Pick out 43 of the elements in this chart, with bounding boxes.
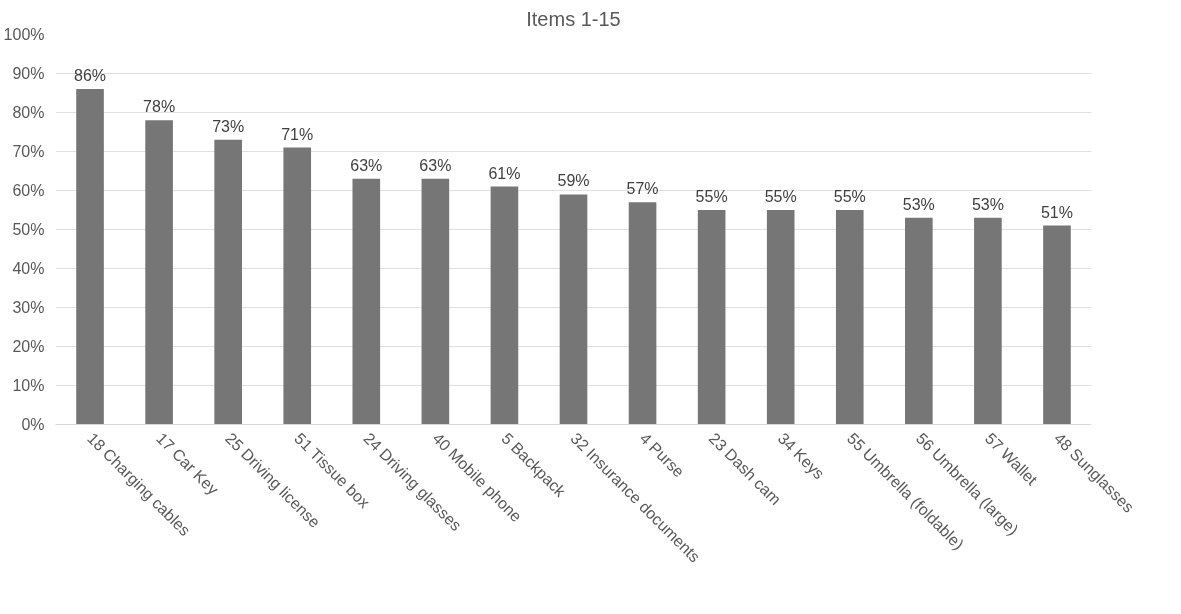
data-label: 55% [764, 188, 797, 205]
y-tick-label: 80% [12, 104, 45, 121]
data-label: 63% [350, 156, 383, 174]
data-label: 63% [419, 156, 452, 174]
data-label: 71% [281, 125, 314, 143]
y-tick-label: 30% [12, 299, 45, 316]
y-tick-label: 70% [12, 143, 45, 160]
data-label: 61% [488, 164, 521, 182]
bar [214, 139, 242, 425]
y-tick-label: 10% [12, 377, 45, 394]
bar [76, 89, 104, 425]
data-label: 59% [557, 172, 590, 190]
bar [352, 178, 381, 425]
y-tick-label: 60% [12, 182, 45, 199]
y-tick-label: 0% [21, 416, 45, 433]
y-tick-label: 100% [3, 26, 45, 43]
data-label: 51% [1040, 203, 1073, 221]
data-label: 53% [971, 195, 1004, 213]
bar [421, 178, 450, 425]
data-label: 86% [74, 67, 107, 85]
bar [766, 210, 795, 425]
bar [283, 147, 312, 425]
data-label: 57% [626, 180, 659, 198]
bar [145, 120, 173, 425]
bar [905, 217, 933, 425]
bar [559, 194, 588, 425]
y-tick-label: 40% [12, 260, 45, 277]
bar [628, 202, 657, 425]
y-tick-label: 90% [12, 65, 45, 82]
chart-title: Items 1-15 [526, 7, 621, 30]
data-label: 78% [143, 98, 176, 116]
bar [974, 217, 1002, 425]
data-label: 53% [902, 195, 935, 213]
bar [1043, 225, 1071, 425]
data-label: 55% [695, 188, 728, 205]
bar [490, 186, 519, 425]
data-label: 55% [833, 188, 866, 205]
data-label: 73% [212, 117, 245, 135]
y-tick-label: 50% [12, 221, 45, 238]
bar [835, 210, 864, 425]
bar [697, 210, 726, 425]
x-tick-label: 17 Car Key [153, 429, 222, 499]
y-tick-label: 20% [12, 338, 45, 355]
